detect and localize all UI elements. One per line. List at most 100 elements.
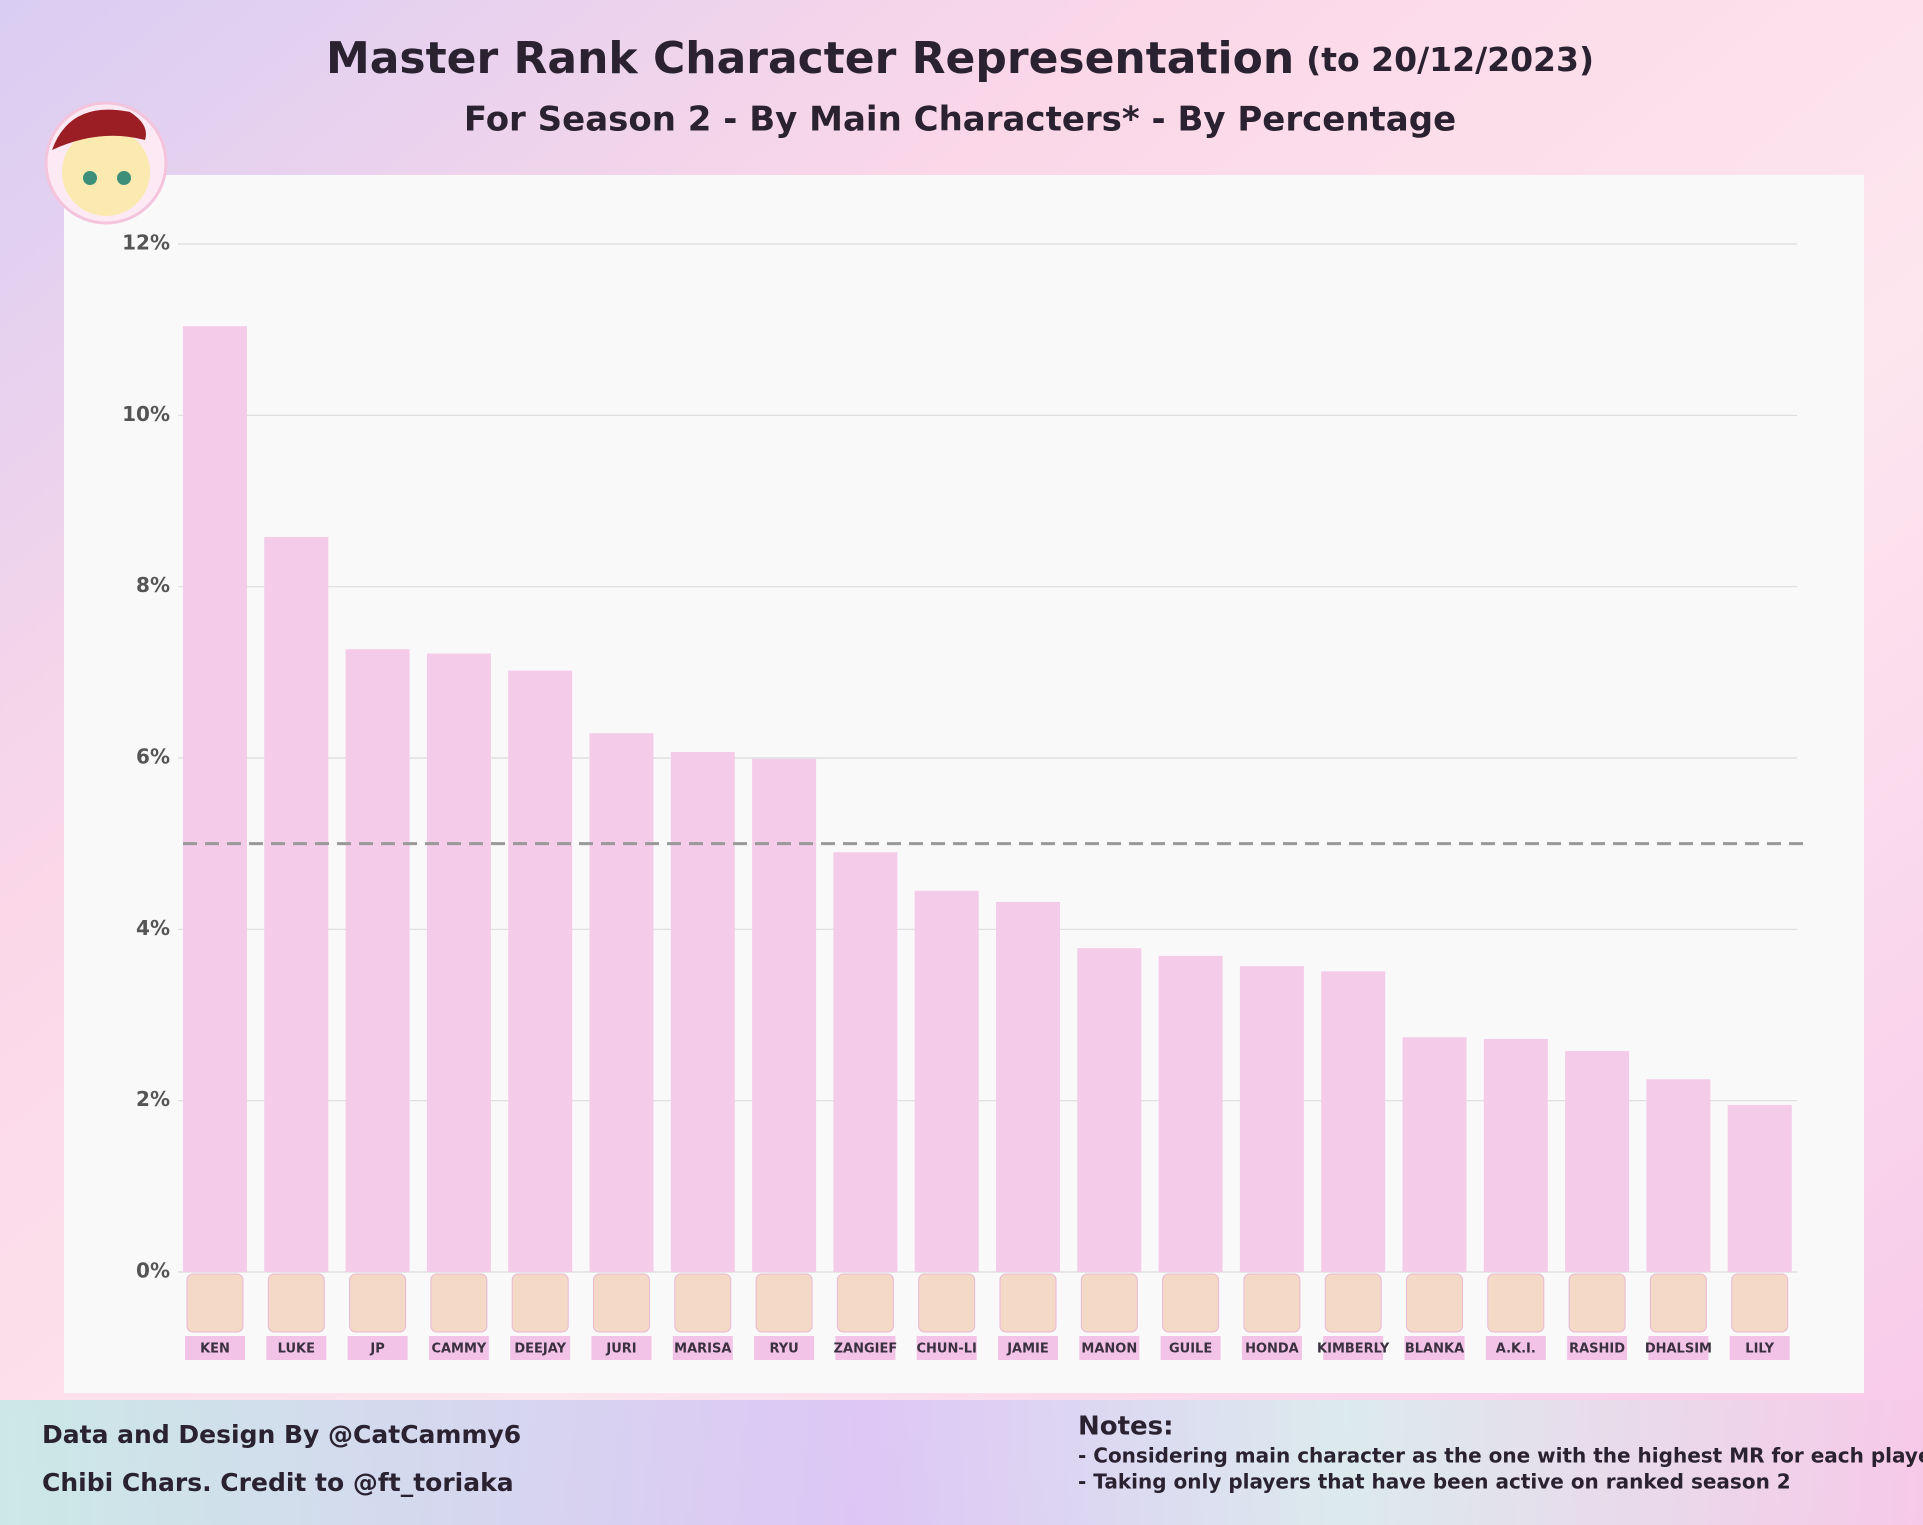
character-icon: [1568, 1273, 1626, 1333]
y-tick-label: 10%: [122, 402, 170, 426]
title-main: Master Rank Character Representation: [326, 33, 1294, 84]
x-tick-label: MANON: [1081, 1342, 1137, 1357]
y-tick-label: 12%: [122, 231, 170, 255]
category-label-box: [1160, 1336, 1221, 1360]
title: Master Rank Character Representation (to …: [326, 33, 1594, 84]
bar: [1727, 1104, 1792, 1272]
character-icon: [186, 1273, 244, 1333]
character-icon: [918, 1273, 976, 1333]
character-icon: [1649, 1273, 1707, 1333]
bar: [1239, 966, 1304, 1272]
x-tick-label: CHUN-LI: [917, 1342, 977, 1357]
category-label-box: [1241, 1336, 1302, 1360]
x-tick-label: CAMMY: [431, 1342, 486, 1357]
credit: Data and Design By @CatCammy6: [42, 1420, 521, 1449]
character-icon: [1487, 1273, 1545, 1333]
x-tick-label: A.K.I.: [1496, 1342, 1536, 1357]
character-icon: [1162, 1273, 1220, 1333]
x-tick-label: RYU: [769, 1342, 798, 1357]
category-label-box: [1323, 1336, 1384, 1360]
category-label-box: [591, 1336, 652, 1360]
x-tick-label: MARISA: [674, 1342, 731, 1357]
y-tick-label: 4%: [136, 916, 170, 940]
note: - Taking only players that have been act…: [1078, 1470, 1791, 1494]
category-label-box: [1404, 1336, 1465, 1360]
bar: [752, 758, 817, 1272]
bar: [1565, 1050, 1630, 1272]
category-label-box: [835, 1336, 896, 1360]
x-tick-label: JURI: [605, 1342, 636, 1357]
x-tick-label: DHALSIM: [1645, 1342, 1712, 1357]
character-icon: [1731, 1273, 1789, 1333]
category-label-box: [916, 1336, 977, 1360]
x-tick-label: HONDA: [1245, 1342, 1299, 1357]
x-tick-label: RASHID: [1569, 1342, 1625, 1357]
category-label-box: [428, 1336, 489, 1360]
title-note: (to 20/12/2023): [1306, 40, 1594, 79]
notes-title: Notes:: [1078, 1412, 1174, 1442]
bar: [1402, 1037, 1467, 1272]
character-icon: [1324, 1273, 1382, 1333]
character-icon: [836, 1273, 894, 1333]
category-label-box: [1567, 1336, 1628, 1360]
bar: [1321, 971, 1386, 1272]
bar: [1077, 948, 1142, 1272]
x-tick-label: LILY: [1745, 1342, 1774, 1357]
character-icon: [999, 1273, 1057, 1333]
character-icon: [755, 1273, 813, 1333]
category-label-box: [347, 1336, 408, 1360]
bar: [1483, 1038, 1548, 1272]
bar: [914, 890, 979, 1272]
bar: [426, 653, 491, 1272]
bar: [833, 852, 898, 1272]
category-label-box: [266, 1336, 327, 1360]
avatar: [44, 101, 168, 225]
bar: [183, 326, 247, 1272]
credit: Chibi Chars. Credit to @ft_toriaka: [42, 1468, 514, 1497]
category-label-box: [1729, 1336, 1790, 1360]
character-icon: [1406, 1273, 1463, 1333]
bar: [508, 670, 573, 1272]
bar: [345, 649, 410, 1272]
x-tick-label: DEEJAY: [514, 1342, 566, 1357]
x-tick-label: KEN: [200, 1342, 230, 1357]
y-tick-label: 0%: [136, 1259, 170, 1283]
subtitle: For Season 2 - By Main Characters* - By …: [464, 100, 1456, 140]
bar: [1158, 955, 1223, 1272]
background-band: [0, 1400, 1923, 1525]
x-tick-label: GUILE: [1169, 1342, 1212, 1357]
note: - Considering main character as the one …: [1078, 1444, 1923, 1468]
category-label-box: [1648, 1336, 1709, 1360]
category-label-box: [998, 1336, 1058, 1360]
y-tick-label: 8%: [136, 573, 170, 597]
category-label-box: [672, 1336, 733, 1360]
character-icon: [1243, 1273, 1301, 1333]
category-label-box: [510, 1336, 571, 1360]
bar: [670, 752, 735, 1272]
category-label-box: [185, 1336, 245, 1360]
x-tick-label: BLANKA: [1405, 1342, 1464, 1357]
x-tick-label: KIMBERLY: [1317, 1342, 1390, 1357]
character-icon: [1080, 1273, 1138, 1333]
category-label-box: [1079, 1336, 1140, 1360]
y-tick-label: 6%: [136, 745, 170, 769]
character-icon: [267, 1273, 325, 1333]
character-icon: [674, 1273, 732, 1333]
bar: [1646, 1079, 1711, 1272]
x-tick-label: JAMIE: [1006, 1342, 1049, 1357]
category-label-box: [1485, 1336, 1546, 1360]
character-icon: [349, 1273, 407, 1333]
character-icon: [511, 1273, 569, 1333]
x-tick-label: LUKE: [278, 1342, 315, 1357]
character-icon: [593, 1273, 650, 1333]
character-icon: [430, 1273, 488, 1333]
x-tick-label: JP: [369, 1342, 384, 1357]
category-label-box: [754, 1336, 815, 1360]
x-tick-label: ZANGIEF: [834, 1342, 898, 1357]
y-tick-label: 2%: [136, 1087, 170, 1111]
bar: [996, 901, 1060, 1272]
bar: [264, 536, 329, 1272]
bar: [589, 733, 654, 1272]
